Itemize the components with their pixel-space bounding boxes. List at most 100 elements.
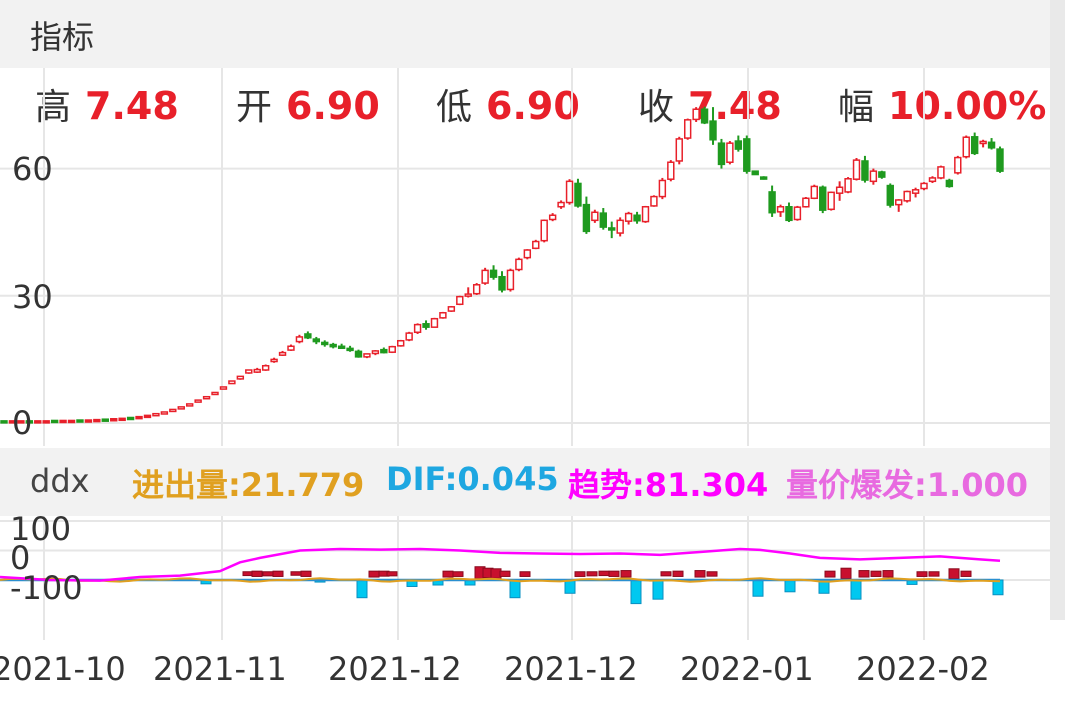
candle-body [987,141,996,149]
ddx-flow-bar [519,571,531,577]
candle-body [776,206,785,213]
ddx-flow-bar [586,571,598,577]
xtick-2022-01: 2022-01 [680,650,814,688]
candle-body [413,323,422,334]
candle-body [472,284,481,295]
candle-body [945,179,954,188]
price-chart[interactable] [0,68,1050,448]
xtick-2021-11: 2021-11 [153,650,287,688]
ddx-flow-bar [452,571,464,577]
ohlc-high-value: 7.48 [85,84,179,128]
ddx-flow-bar [948,568,960,580]
header-title: 指标 [30,18,95,56]
candle-body [211,391,219,396]
ddx-flow-bar [574,571,586,577]
candle-body [253,368,261,373]
candle-body [397,339,405,347]
candle-body [304,333,312,339]
candle-body [498,275,506,291]
candle-body [456,295,464,306]
ddx-flow-bar [608,570,620,577]
candle-body [506,269,515,291]
ddx-flow-bar [840,567,852,580]
candle-body [135,415,143,420]
candle-body [152,412,160,417]
indicator-trend: 趋势:81.304 [568,466,769,504]
candle-body [447,306,456,312]
candle-body [430,317,439,328]
candle-body [743,138,751,172]
candle-body [329,343,337,348]
candle-body [34,420,42,424]
candle-body [42,420,50,424]
candle-body [996,148,1004,172]
ddx-flow-bar [960,570,972,577]
candle-body [228,380,236,385]
candle-body [287,345,295,351]
candle-body [93,418,101,423]
candle-body [928,177,937,183]
candle-body [422,323,430,328]
candle-body [751,170,759,176]
candle-body [582,203,591,233]
candle-body [599,212,607,228]
candle-body [118,417,126,422]
candle-body [844,178,852,193]
ddx-dif-bar [652,579,664,600]
ddx-flow-bar [928,571,940,577]
ddx-flow-bar [694,570,706,578]
candle-body [895,199,903,206]
price-ytick-60: 60 [12,150,53,188]
indicator-name[interactable]: ddx [30,462,90,500]
price-ytick-30: 30 [12,278,53,316]
indicator-dif: DIF:0.045 [386,460,559,498]
candle-body [321,341,329,346]
indicator-burst: 量价爆发:1.000 [786,466,1029,504]
ddx-flow-bar [706,571,718,577]
ddx-flow-bar [290,571,302,576]
candle-body [548,214,557,221]
ddx-flow-bar [499,570,511,577]
candle-body [202,395,211,400]
candle-body [439,312,447,319]
ohlc-open-value: 6.90 [286,84,380,128]
candle-body [591,211,599,222]
candle-body [827,191,835,211]
candle-body [295,336,304,343]
ohlc-amplitude: 幅 10.00% [838,80,1046,136]
candle-body [84,419,93,423]
xtick-2021-12-b: 2021-12 [504,650,638,688]
candle-body [67,419,76,424]
ddx-flow-bar [824,570,836,578]
ddx-ytick-100: 100 [10,510,72,548]
ddx-chart[interactable] [0,516,1050,640]
candle-body [464,293,472,297]
candle-body [869,170,878,183]
ddx-flow-bar [442,570,454,578]
ddx-flow-bar [262,571,274,577]
candle-body [675,138,683,162]
header-bar: 指标 [0,0,1050,68]
candle-body [557,201,565,208]
candle-body [160,411,169,415]
candle-body [768,191,776,214]
candle-body [903,190,911,202]
ohlc-amplitude-label: 幅 [838,87,875,128]
candle-body [810,185,819,200]
candle-body [633,214,641,222]
ddx-flow-bar [272,570,284,577]
ddx-flow-bar [598,570,610,577]
candle-body [185,403,194,407]
candle-body [346,347,354,352]
candle-body [0,420,8,424]
candle-body [624,212,633,222]
ohlc-low-label: 低 [436,87,473,128]
candle-body [616,219,624,234]
ohlc-low-value: 6.90 [486,84,580,128]
scrollbar[interactable] [1050,0,1065,620]
ddx-flow-bar [300,570,312,577]
ddx-flow-bar [916,571,928,577]
ddx-flow-bar [368,570,380,578]
candle-body [523,249,532,259]
candle-body [793,206,802,221]
